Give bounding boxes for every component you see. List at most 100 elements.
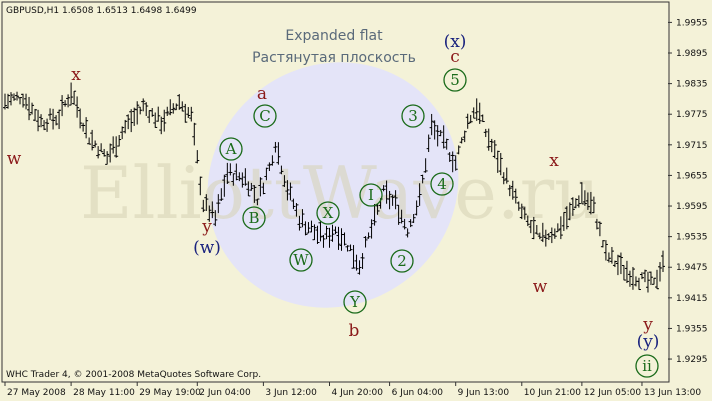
ohlc-bar [228,163,233,176]
y-tick-label: 1.9535 [676,233,708,243]
ohlc-bar [657,262,662,282]
ohlc-bar [75,96,80,118]
ohlc-bar [24,93,29,110]
ohlc-bar [390,194,395,206]
wave-label: y [642,315,653,335]
ohlc-bar [15,91,20,101]
ohlc-bar [441,125,446,149]
ohlc-bar [360,253,365,269]
ohlc-bar [288,182,293,201]
ohlc-bar [36,109,41,132]
svg-text:3: 3 [408,107,418,125]
ohlc-bar [54,115,59,126]
ohlc-bar [558,216,563,240]
circled-label: Y [343,290,367,314]
ohlc-bar [651,277,656,285]
ohlc-bar [405,228,410,238]
ohlc-bar [606,252,611,263]
ohlc-bar [141,98,146,112]
ohlc-bar [315,225,320,245]
ohlc-bar [594,218,599,230]
ohlc-bar [585,192,590,210]
ohlc-bar [648,271,653,286]
ohlc-bar [93,140,98,148]
wave-label: w [7,149,22,169]
ohlc-bar [612,260,617,268]
ohlc-bar [498,152,503,176]
ohlc-bar [30,102,35,115]
ohlc-bar [225,162,230,184]
ohlc-bar [69,82,74,106]
ohlc-bar [504,167,509,184]
ohlc-bar [60,95,65,117]
ohlc-bar [528,219,533,234]
ohlc-bar [615,254,620,276]
circled-label: 5 [443,68,467,92]
ohlc-bar [3,93,7,110]
ohlc-bar [348,244,353,252]
ohlc-bar [291,198,296,210]
circled-label: ii [635,354,659,378]
ohlc-bar [639,272,644,280]
svg-text:4: 4 [437,175,447,193]
circled-label: 2 [390,249,414,273]
ohlc-bar [270,155,275,166]
ohlc-bar [489,138,494,153]
ohlc-bar [474,98,479,121]
ohlc-bar [552,228,557,239]
ohlc-bar [555,223,560,233]
y-tick-label: 1.9415 [676,294,708,304]
ohlc-bar [312,224,317,241]
ohlc-bar [171,103,176,114]
ohlc-bar [99,143,104,153]
ohlc-bar [654,269,659,290]
ohlc-bar [453,155,458,171]
ohlc-bar [411,214,416,223]
ohlc-bar [48,108,53,121]
ohlc-bar [636,277,641,291]
ohlc-bar [486,128,491,151]
ohlc-bar [198,176,203,196]
circled-label: A [219,137,243,161]
ohlc-bar [321,234,326,248]
ohlc-bar [627,270,632,287]
y-tick-label: 1.9775 [676,110,708,120]
ohlc-bar [570,197,575,216]
ohlc-bar [543,229,548,247]
ohlc-bar [429,113,434,136]
ohlc-bar [222,174,227,197]
y-tick-label: 1.9895 [676,49,708,59]
ohlc-bar [279,165,284,175]
ohlc-bar [327,227,332,248]
circled-label: I [359,183,383,207]
ohlc-bar [168,99,173,116]
ohlc-bar [661,250,665,272]
ohlc-bar [522,206,527,220]
ohlc-bar [579,182,584,205]
watermark: ElliottWave.ru [80,151,601,235]
plot-frame [1,1,670,383]
ohlc-bar [516,201,521,211]
ohlc-bar [120,126,125,140]
x-tick-label: 12 Jun 05:00 [584,388,641,398]
ohlc-bar [417,183,422,206]
ohlc-bar [138,106,143,115]
ohlc-bar [108,143,113,163]
circled-label: X [316,201,340,225]
circled-label: W [289,248,313,272]
ohlc-bar [300,209,305,228]
wave-label: (x) [444,32,467,52]
svg-text:C: C [259,107,270,125]
ohlc-bar [180,101,185,112]
ohlc-bar [156,106,161,122]
ohlc-bar [81,122,86,132]
ohlc-bar [426,134,431,153]
ohlc-bar [483,128,488,138]
ohlc-bar [591,196,596,214]
ohlc-bar [123,119,128,134]
ohlc-bar [435,125,440,147]
svg-text:Y: Y [349,293,361,311]
ohlc-bar [213,210,218,227]
ohlc-bar [174,103,179,111]
